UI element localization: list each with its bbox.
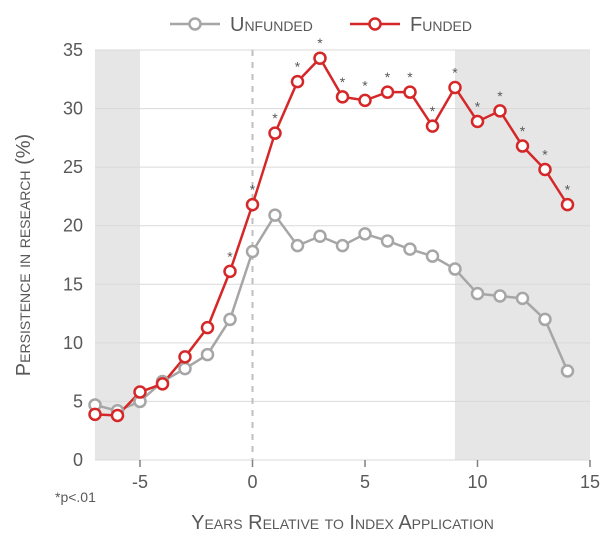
series-marker-unfunded bbox=[427, 251, 438, 262]
series-marker-funded bbox=[360, 95, 371, 106]
x-tick-label: 5 bbox=[360, 472, 370, 492]
series-marker-unfunded bbox=[202, 349, 213, 360]
series-marker-unfunded bbox=[270, 210, 281, 221]
series-marker-unfunded bbox=[495, 291, 506, 302]
significance-star: * bbox=[250, 182, 256, 198]
significance-star: * bbox=[272, 110, 278, 126]
significance-star: * bbox=[227, 248, 233, 264]
series-marker-unfunded bbox=[180, 363, 191, 374]
significance-star: * bbox=[430, 103, 436, 119]
x-tick-label: 15 bbox=[580, 472, 600, 492]
significance-star: * bbox=[520, 123, 526, 139]
y-tick-label: 15 bbox=[63, 274, 83, 294]
series-marker-unfunded bbox=[247, 246, 258, 257]
series-marker-funded bbox=[540, 164, 551, 175]
significance-star: * bbox=[362, 77, 368, 93]
significance-star: * bbox=[340, 74, 346, 90]
series-marker-funded bbox=[90, 409, 101, 420]
significance-star: * bbox=[475, 98, 481, 114]
y-axis-title: Persistence in research (%) bbox=[13, 134, 35, 376]
series-marker-funded bbox=[472, 116, 483, 127]
series-marker-unfunded bbox=[315, 231, 326, 242]
series-marker-funded bbox=[562, 199, 573, 210]
significance-star: * bbox=[497, 88, 503, 104]
significance-star: * bbox=[317, 35, 323, 51]
y-tick-label: 20 bbox=[63, 216, 83, 236]
significance-star: * bbox=[385, 69, 391, 85]
y-tick-label: 5 bbox=[73, 391, 83, 411]
series-marker-unfunded bbox=[337, 240, 348, 251]
significance-star: * bbox=[407, 69, 413, 85]
y-tick-label: 25 bbox=[63, 157, 83, 177]
legend-label: Funded bbox=[410, 14, 472, 36]
y-tick-label: 10 bbox=[63, 333, 83, 353]
significance-star: * bbox=[542, 146, 548, 162]
series-marker-unfunded bbox=[472, 288, 483, 299]
y-tick-label: 0 bbox=[73, 450, 83, 470]
series-marker-funded bbox=[337, 91, 348, 102]
series-marker-unfunded bbox=[450, 264, 461, 275]
series-marker-funded bbox=[450, 82, 461, 93]
series-marker-funded bbox=[202, 322, 213, 333]
series-marker-funded bbox=[157, 378, 168, 389]
series-marker-funded bbox=[135, 387, 146, 398]
persistence-chart: -5 0 5 10 15 0 5 10 15 20 25 30 35 * * * * * * * * * * * * * * * * Ye… bbox=[0, 0, 616, 541]
series-marker-unfunded bbox=[292, 240, 303, 251]
series-marker-funded bbox=[292, 76, 303, 87]
series-marker-funded bbox=[495, 105, 506, 116]
significance-star: * bbox=[295, 59, 301, 75]
significance-star: * bbox=[565, 182, 571, 198]
series-marker-unfunded bbox=[540, 314, 551, 325]
footnote: *p<.01 bbox=[55, 489, 96, 505]
series-marker-funded bbox=[315, 53, 326, 64]
y-tick-label: 35 bbox=[63, 40, 83, 60]
legend-label: Unfunded bbox=[230, 14, 313, 36]
series-marker-funded bbox=[405, 87, 416, 98]
series-marker-funded bbox=[517, 141, 528, 152]
series-marker-funded bbox=[427, 121, 438, 132]
x-tick-label: -5 bbox=[132, 472, 148, 492]
series-marker-unfunded bbox=[405, 244, 416, 255]
series-marker-funded bbox=[225, 266, 236, 277]
x-tick-label: 0 bbox=[247, 472, 257, 492]
x-axis-title: Years Relative to Index Application bbox=[191, 512, 494, 534]
x-tick-label: 10 bbox=[467, 472, 487, 492]
series-marker-funded bbox=[112, 410, 123, 421]
series-marker-funded bbox=[180, 351, 191, 362]
series-marker-unfunded bbox=[382, 235, 393, 246]
series-marker-unfunded bbox=[517, 293, 528, 304]
series-marker-funded bbox=[382, 87, 393, 98]
series-marker-funded bbox=[247, 199, 258, 210]
series-marker-funded bbox=[270, 128, 281, 139]
series-marker-unfunded bbox=[360, 228, 371, 239]
series-marker-unfunded bbox=[562, 365, 573, 376]
significance-star: * bbox=[452, 64, 458, 80]
series-marker-unfunded bbox=[225, 314, 236, 325]
y-tick-label: 30 bbox=[63, 99, 83, 119]
